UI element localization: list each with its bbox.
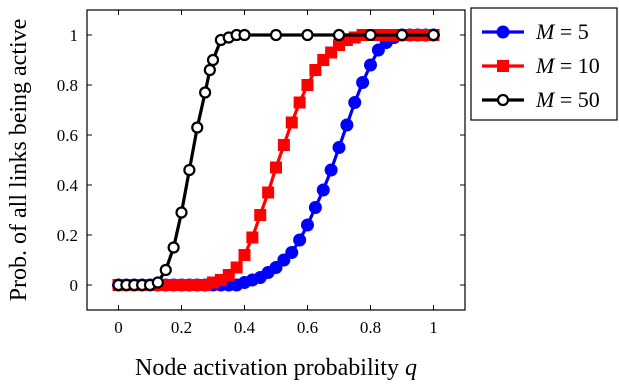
y-axis-title: Prob. of all links being active [6, 19, 32, 302]
x-tick-label: 0 [114, 318, 123, 337]
data-point [191, 121, 204, 134]
legend: M = 5 M = 10 M = 50 [470, 7, 618, 121]
data-point [254, 209, 267, 221]
data-point [293, 96, 306, 109]
x-axis-title: Node activation probability q [135, 355, 417, 381]
data-point [206, 53, 220, 67]
data-point [285, 246, 299, 259]
data-point [364, 28, 377, 42]
x-tick-label: 0.2 [171, 318, 192, 337]
data-point [301, 28, 314, 42]
y-tick-label: 0.2 [57, 226, 78, 245]
data-point [427, 28, 440, 42]
data-point [364, 58, 377, 72]
data-point [167, 241, 180, 254]
data-point [356, 76, 370, 89]
data-point [270, 161, 282, 174]
data-point [497, 60, 509, 72]
data-point [301, 79, 314, 91]
data-point [151, 276, 164, 289]
legend-entry-2: M = 50 [482, 87, 600, 112]
data-point [308, 201, 322, 214]
data-point [183, 163, 196, 177]
y-tick-label: 0.4 [57, 176, 79, 195]
y-tick-label: 1 [70, 26, 79, 45]
data-point [301, 218, 314, 232]
data-point [348, 96, 362, 109]
y-tick-label: 0.8 [57, 76, 78, 95]
legend-label: M = 10 [535, 53, 600, 78]
data-point [230, 261, 243, 274]
x-tick-label: 0.6 [297, 318, 318, 337]
data-point [262, 186, 275, 199]
data-point [340, 118, 354, 132]
data-point [246, 231, 259, 244]
data-point [269, 28, 283, 42]
plot-area [87, 10, 465, 310]
data-point [496, 25, 510, 39]
ticks-layer: 0 0.2 0.4 0.6 0.8 1 0 0.2 0.4 0.6 0.8 1 [57, 10, 465, 337]
legend-entry-0: M = 5 [482, 19, 589, 44]
x-tick-label: 1 [429, 318, 438, 337]
data-point [238, 28, 251, 42]
data-point [175, 206, 188, 219]
series-layer [112, 28, 440, 292]
legend-entry-1: M = 10 [482, 53, 600, 78]
data-point [332, 141, 346, 154]
data-point [277, 139, 290, 151]
data-point [159, 263, 172, 277]
y-tick-label: 0.6 [57, 126, 78, 145]
data-point [293, 233, 307, 247]
legend-label: M = 50 [535, 87, 600, 112]
data-point [324, 163, 338, 177]
data-point [395, 28, 409, 42]
data-point [316, 183, 330, 197]
data-point [309, 64, 322, 76]
data-point [496, 93, 510, 107]
plot-frame [86, 9, 466, 311]
data-point [332, 28, 346, 42]
data-point [203, 63, 216, 77]
y-tick-label: 0 [70, 276, 79, 295]
data-point [285, 116, 298, 129]
series-2 [112, 28, 440, 292]
x-tick-label: 0.4 [234, 318, 256, 337]
data-point [238, 249, 251, 261]
data-point [199, 86, 212, 99]
x-tick-label: 0.8 [360, 318, 381, 337]
legend-label: M = 5 [535, 19, 589, 44]
